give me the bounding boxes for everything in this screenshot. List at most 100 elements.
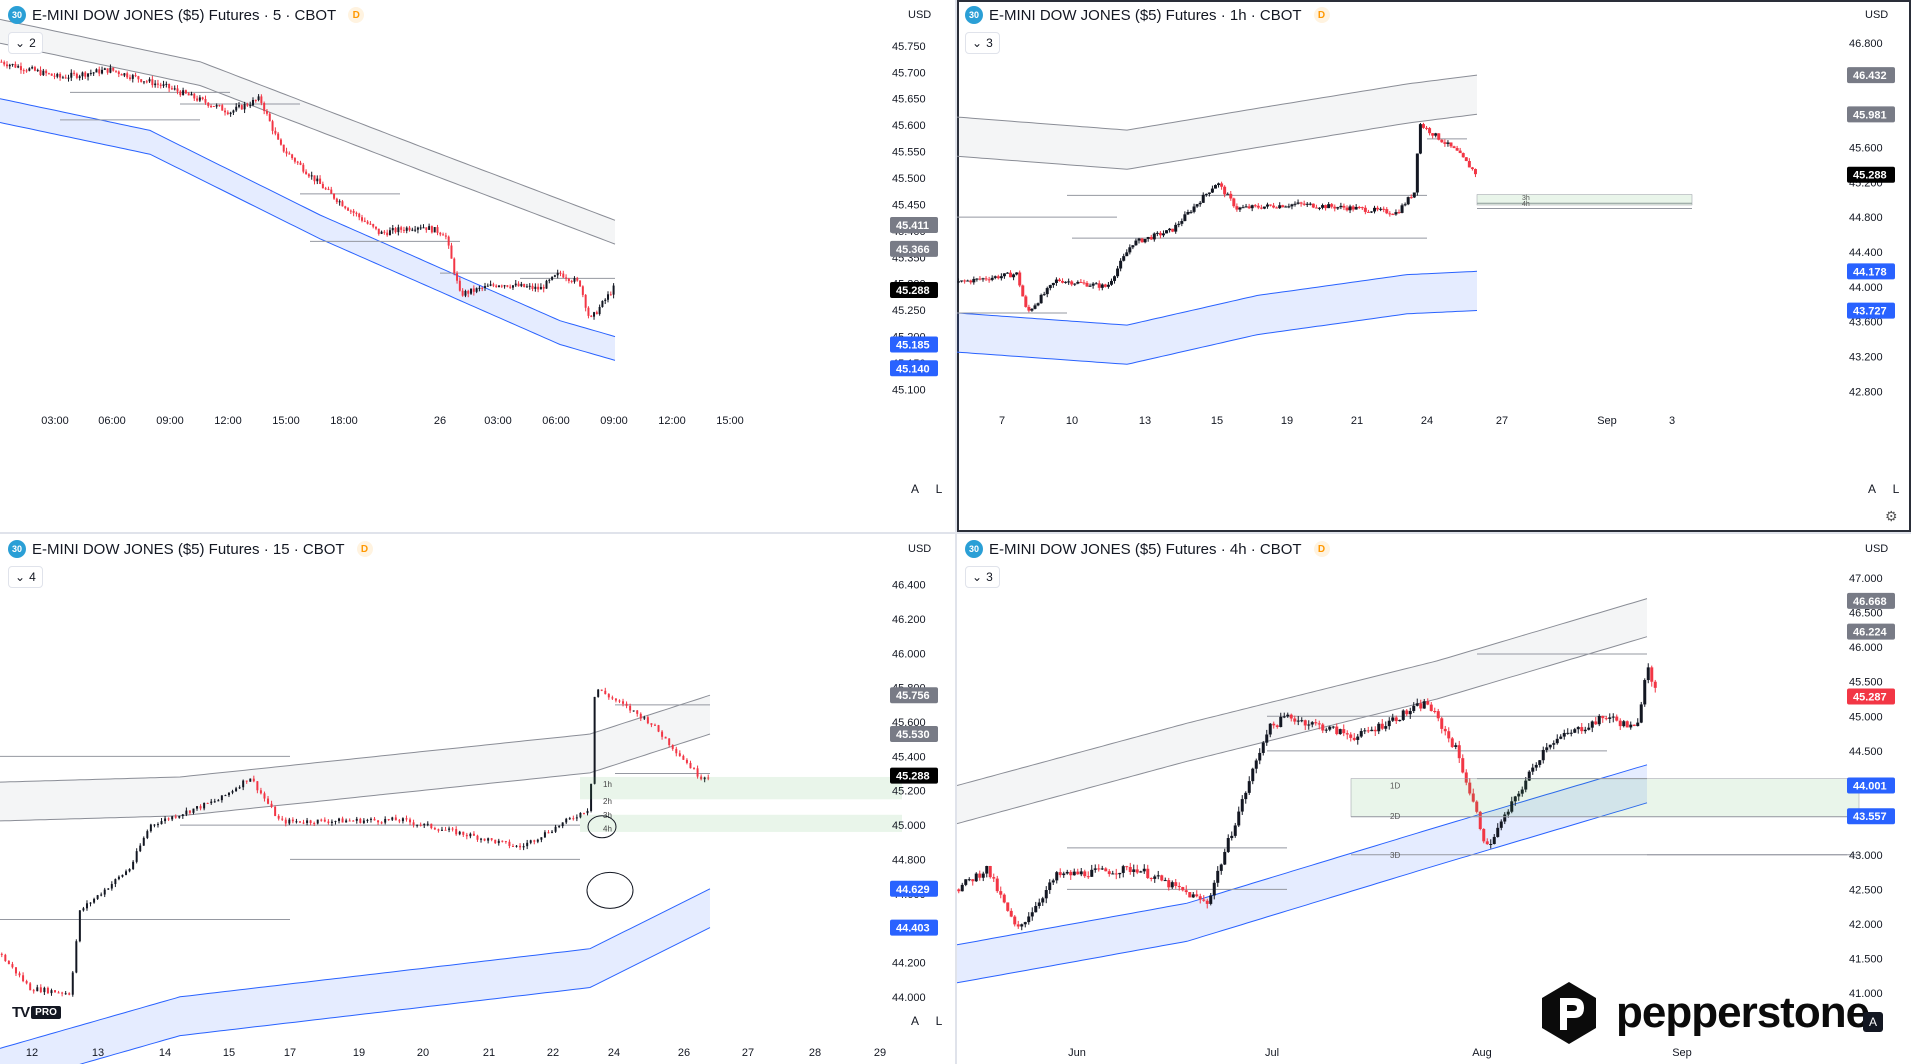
chart-panel-4h[interactable]: 1D 2D 3D 47.000 46.500 46.000 45.500 45.000 44.5…: [957, 534, 1911, 1064]
candle-body: [419, 227, 422, 229]
candle-body: [232, 110, 235, 113]
pro-badge: PRO: [31, 1006, 61, 1019]
candle-body: [149, 824, 152, 832]
auto-scale-button[interactable]: A: [1867, 482, 1876, 496]
candle-body: [1615, 716, 1619, 721]
candle-body: [1422, 701, 1426, 709]
candle-body: [584, 294, 587, 308]
candle-body: [221, 105, 224, 111]
candle-body: [1094, 283, 1098, 285]
chart-header: 30 E-MINI DOW JONES ($5) Futures · 15 · …: [8, 540, 373, 558]
candle-body: [156, 83, 159, 85]
chart-title[interactable]: E-MINI DOW JONES ($5) Futures · 5 · CBOT: [32, 6, 337, 24]
candle-body: [525, 286, 528, 288]
candle-body: [1076, 871, 1080, 875]
indicator-toggle[interactable]: ⌄ 3: [965, 32, 1000, 54]
chart-title[interactable]: E-MINI DOW JONES ($5) Futures · 4h · CBO…: [989, 540, 1302, 558]
chart-panel-5m[interactable]: 45.750 45.700 45.650 45.600 45.550 45.500 45.4…: [0, 0, 955, 532]
time-tick-label: 3: [1669, 415, 1675, 427]
candle-body: [263, 103, 266, 112]
candle-body: [84, 72, 87, 77]
candle-body: [1054, 279, 1058, 283]
currency-label[interactable]: USD: [1865, 543, 1889, 555]
candle-body: [1116, 268, 1120, 277]
candle-body: [1354, 206, 1358, 210]
candle-body: [428, 226, 431, 230]
candle-body: [425, 227, 428, 230]
currency-label[interactable]: USD: [1865, 9, 1889, 21]
candle-body: [11, 964, 14, 968]
chart-canvas-5m[interactable]: 45.750 45.700 45.650 45.600 45.550 45.500 45.4…: [0, 0, 955, 532]
candle-body: [1268, 723, 1272, 735]
candle-body: [408, 227, 411, 231]
blue-band-upper: [957, 270, 1478, 326]
blue-band-lower: [957, 802, 1648, 984]
candle-body: [1608, 717, 1612, 719]
chart-panel-1h[interactable]: 3h4h46.80046.40046.00045.60045.20044.800…: [957, 0, 1911, 532]
candle-body: [500, 285, 503, 287]
candle-body: [1573, 729, 1577, 733]
candle-body: [1308, 203, 1312, 205]
chart-panel-15m[interactable]: 1h2h3h4h46.40046.20046.00045.80045.60045…: [0, 534, 955, 1064]
indicator-toggle[interactable]: ⌄ 3: [965, 566, 1000, 588]
candle-body: [1527, 771, 1531, 781]
price-tick-label: 45.000: [892, 820, 926, 832]
candle-body: [1366, 211, 1370, 213]
indicator-toggle[interactable]: ⌄ 4: [8, 566, 43, 588]
log-scale-button[interactable]: L: [935, 482, 943, 496]
candle-body: [1293, 718, 1297, 722]
price-label-box: [890, 767, 938, 784]
delayed-data-badge[interactable]: D: [356, 541, 373, 557]
candle-body: [1192, 206, 1196, 212]
candle-body: [703, 777, 706, 780]
candle-body: [423, 823, 426, 826]
auto-scale-button[interactable]: A: [910, 482, 919, 496]
candle-body: [1090, 869, 1094, 877]
log-scale-button[interactable]: L: [935, 1014, 943, 1028]
settings-gear-icon[interactable]: ⚙: [1885, 508, 1898, 524]
log-scale-button[interactable]: L: [1892, 482, 1900, 496]
panel-divider-horizontal[interactable]: [0, 532, 1911, 534]
candle-body: [1100, 868, 1104, 870]
candle-body: [1184, 890, 1188, 893]
time-tick-label: 19: [353, 1047, 365, 1059]
chart-title[interactable]: E-MINI DOW JONES ($5) Futures · 1h · CBO…: [989, 6, 1302, 24]
auto-scale-button[interactable]: A: [910, 1014, 919, 1028]
candle-body: [1278, 205, 1282, 209]
delayed-data-badge[interactable]: D: [1313, 541, 1330, 557]
indicator-toggle[interactable]: ⌄ 2: [8, 32, 43, 54]
candle-body: [567, 278, 570, 281]
currency-label[interactable]: USD: [908, 543, 932, 555]
candle-body: [1391, 214, 1395, 216]
chart-canvas-4h[interactable]: 1D2D3D47.00046.50046.00045.50045.00044.5…: [957, 534, 1911, 1064]
chart-canvas-15m[interactable]: 1h2h3h4h46.40046.20046.00045.80045.60045…: [0, 534, 955, 1064]
currency-label[interactable]: USD: [908, 9, 932, 21]
candle-body: [265, 111, 268, 114]
candle-body: [1443, 142, 1447, 144]
delayed-data-badge[interactable]: D: [348, 7, 365, 23]
candle-body: [1464, 772, 1468, 783]
candle-body: [1418, 124, 1422, 154]
price-tick-label: 45.650: [892, 94, 926, 106]
chart-title[interactable]: E-MINI DOW JONES ($5) Futures · 15 · CBO…: [32, 540, 345, 558]
candle-body: [1412, 705, 1416, 712]
candle-body: [285, 151, 288, 154]
candle-body: [1351, 206, 1355, 210]
candle-body: [1376, 207, 1380, 210]
time-tick-label: 21: [483, 1047, 495, 1059]
grey-band-lower: [0, 42, 616, 245]
candle-body: [1232, 198, 1236, 207]
candle-body: [193, 93, 196, 99]
candle-body: [576, 278, 579, 281]
chart-canvas-1h[interactable]: 3h4h46.80046.40046.00045.60045.20044.800…: [957, 0, 1911, 532]
candle-body: [1296, 720, 1300, 722]
candle-body: [218, 105, 221, 107]
candle-body: [582, 812, 585, 814]
candle-body: [607, 694, 610, 698]
time-tick-label: 27: [742, 1047, 754, 1059]
candle-body: [1597, 715, 1601, 725]
candle-body: [1391, 717, 1395, 721]
chart-header: 30 E-MINI DOW JONES ($5) Futures · 5 · C…: [8, 6, 365, 24]
candle-body: [1065, 871, 1069, 874]
delayed-data-badge[interactable]: D: [1313, 7, 1330, 23]
